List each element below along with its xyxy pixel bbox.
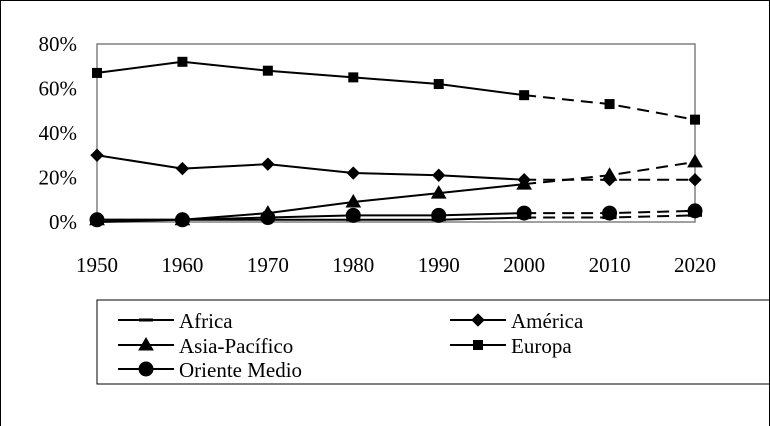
legend-box xyxy=(96,299,770,385)
data-point-circle xyxy=(260,210,276,226)
x-tick-label: 1950 xyxy=(76,253,118,277)
data-point-square xyxy=(262,65,273,76)
y-tick-label: 40% xyxy=(39,121,78,145)
data-point-square xyxy=(433,79,444,90)
data-point-circle xyxy=(138,361,154,377)
data-point-square xyxy=(348,72,359,83)
plot-area-frame xyxy=(96,43,696,223)
data-point-circle xyxy=(89,212,105,228)
data-point-circle xyxy=(516,205,532,221)
data-point-square xyxy=(473,340,483,350)
data-point-triangle xyxy=(687,153,703,168)
y-axis: 0% 20% 40% 60% 80% xyxy=(39,32,78,234)
legend-label: Oriente Medio xyxy=(179,358,302,382)
legend: Africa América Asia-Pacífico Europa Oriente … xyxy=(118,309,584,382)
data-point-triangle xyxy=(516,176,533,190)
data-point-square xyxy=(92,67,102,78)
series-line-actual xyxy=(96,154,525,181)
series-layer xyxy=(89,56,703,228)
series-line-actual xyxy=(97,212,525,221)
x-tick-label: 2010 xyxy=(589,253,631,277)
series-oriente-medio xyxy=(89,203,703,228)
legend-entry: Europa xyxy=(450,334,572,358)
data-point-circle xyxy=(687,203,703,219)
legend-entry: Africa xyxy=(118,309,233,333)
data-point-triangle xyxy=(430,185,447,199)
data-point-square xyxy=(690,114,700,125)
data-point-circle xyxy=(345,207,361,223)
data-point-diamond xyxy=(688,173,702,187)
legend-label: América xyxy=(511,309,584,333)
legend-label: Europa xyxy=(511,334,572,358)
y-tick-label: 20% xyxy=(39,166,78,190)
data-point-square xyxy=(177,56,188,67)
x-tick-label: 1970 xyxy=(247,253,289,277)
data-point-circle xyxy=(431,207,447,223)
x-axis: 1950 1960 1970 1980 1990 2000 2010 2020 xyxy=(76,253,716,277)
data-point-diamond xyxy=(346,166,360,180)
y-tick-label: 80% xyxy=(39,32,78,56)
data-point-triangle xyxy=(601,167,618,181)
legend-entry: América xyxy=(450,309,584,333)
data-point-triangle xyxy=(345,193,362,208)
series-europa xyxy=(92,56,700,125)
y-tick-label: 0% xyxy=(49,210,77,234)
x-tick-label: 1960 xyxy=(161,253,203,277)
legend-entry: Asia-Pacífico xyxy=(118,334,293,358)
series-line-actual xyxy=(96,60,525,97)
data-point-diamond xyxy=(432,168,446,182)
legend-label: Africa xyxy=(179,309,233,333)
legend-label: Asia-Pacífico xyxy=(179,334,293,358)
data-point-diamond xyxy=(175,161,190,176)
data-point-diamond xyxy=(261,157,275,171)
x-tick-label: 2020 xyxy=(674,253,716,277)
data-point-circle xyxy=(602,205,618,221)
x-tick-label: 1990 xyxy=(418,253,460,277)
data-point-square xyxy=(519,90,530,101)
legend-entry: Oriente Medio xyxy=(118,358,302,382)
data-point-circle xyxy=(174,212,190,228)
x-tick-label: 2000 xyxy=(503,253,545,277)
data-point-triangle xyxy=(138,337,154,351)
x-tick-label: 1980 xyxy=(332,253,374,277)
data-point-diamond xyxy=(90,148,104,162)
y-tick-label: 60% xyxy=(39,77,78,101)
data-point-square xyxy=(604,99,615,110)
data-point-diamond xyxy=(471,313,485,327)
